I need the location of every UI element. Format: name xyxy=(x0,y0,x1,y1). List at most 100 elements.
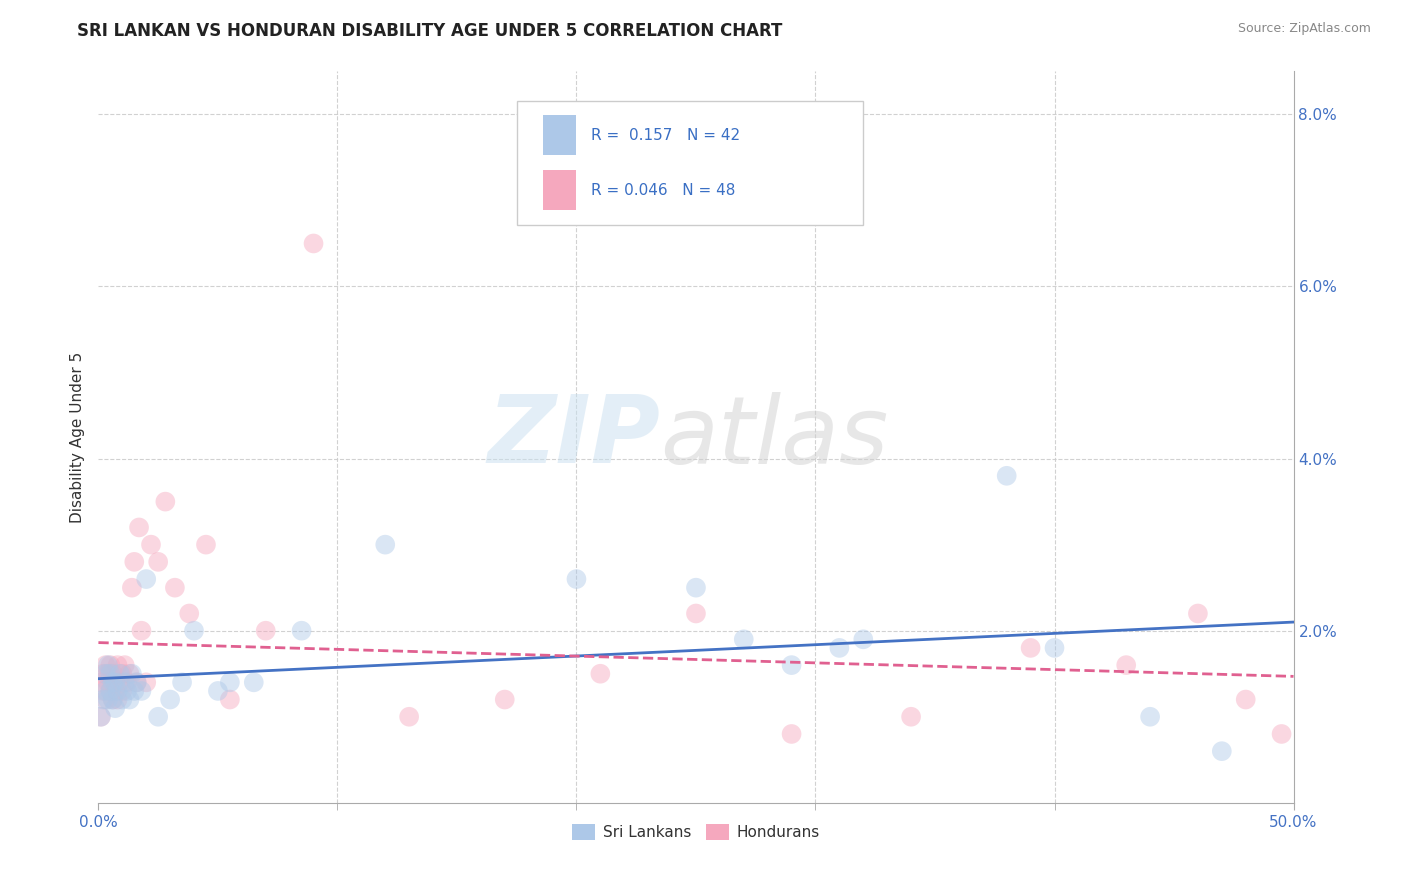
Point xyxy=(780,658,803,673)
Point xyxy=(1211,744,1233,758)
Point xyxy=(101,692,124,706)
Point xyxy=(104,675,127,690)
Point xyxy=(101,666,124,681)
Point xyxy=(94,666,117,681)
Point xyxy=(183,624,205,638)
Point xyxy=(565,572,588,586)
Point xyxy=(114,658,136,673)
Point xyxy=(108,666,131,681)
Legend: Sri Lankans, Hondurans: Sri Lankans, Hondurans xyxy=(565,818,827,847)
Point xyxy=(148,555,170,569)
Point xyxy=(398,710,420,724)
Point xyxy=(101,675,124,690)
Point xyxy=(135,675,157,690)
Point xyxy=(97,675,120,690)
Point xyxy=(104,675,127,690)
Point xyxy=(94,658,117,673)
Point xyxy=(1139,710,1161,724)
Point xyxy=(104,701,127,715)
Point xyxy=(374,538,396,552)
Point xyxy=(131,684,153,698)
Text: SRI LANKAN VS HONDURAN DISABILITY AGE UNDER 5 CORRELATION CHART: SRI LANKAN VS HONDURAN DISABILITY AGE UN… xyxy=(77,22,783,40)
Point xyxy=(1115,658,1137,673)
Point xyxy=(163,581,186,595)
Point xyxy=(179,607,201,621)
Point xyxy=(94,692,117,706)
Text: R =  0.157   N = 42: R = 0.157 N = 42 xyxy=(591,128,740,143)
Point xyxy=(291,624,314,638)
Point xyxy=(118,692,141,706)
Point xyxy=(98,684,122,698)
Point xyxy=(125,675,148,690)
Point xyxy=(494,692,516,706)
Point xyxy=(97,658,120,673)
Point xyxy=(733,632,755,647)
Point xyxy=(107,658,129,673)
Point xyxy=(828,640,851,655)
Point xyxy=(91,666,114,681)
Point xyxy=(1234,692,1257,706)
Point xyxy=(118,666,141,681)
Point xyxy=(125,675,148,690)
Point xyxy=(159,692,181,706)
Point xyxy=(148,710,170,724)
Point xyxy=(91,692,114,706)
Point xyxy=(207,684,229,698)
Point xyxy=(111,692,134,706)
Text: R = 0.046   N = 48: R = 0.046 N = 48 xyxy=(591,183,735,198)
Text: Source: ZipAtlas.com: Source: ZipAtlas.com xyxy=(1237,22,1371,36)
Point xyxy=(219,692,242,706)
Point xyxy=(124,555,146,569)
Point xyxy=(131,624,153,638)
Y-axis label: Disability Age Under 5: Disability Age Under 5 xyxy=(69,351,84,523)
Point xyxy=(97,666,120,681)
FancyBboxPatch shape xyxy=(543,115,576,155)
Point xyxy=(1043,640,1066,655)
Point xyxy=(121,581,143,595)
Point xyxy=(98,666,122,681)
Point xyxy=(91,684,114,698)
Point xyxy=(115,675,138,690)
Point xyxy=(685,581,707,595)
Point xyxy=(98,684,122,698)
Point xyxy=(121,666,143,681)
Point xyxy=(107,684,129,698)
Point xyxy=(128,520,150,534)
Point xyxy=(1187,607,1209,621)
Point xyxy=(172,675,194,690)
Point xyxy=(685,607,707,621)
Point xyxy=(108,675,131,690)
Point xyxy=(111,684,134,698)
Point xyxy=(94,684,117,698)
Point xyxy=(243,675,266,690)
Point xyxy=(111,666,134,681)
FancyBboxPatch shape xyxy=(543,170,576,211)
Point xyxy=(104,684,127,698)
Text: ZIP: ZIP xyxy=(488,391,661,483)
Point xyxy=(900,710,922,724)
Point xyxy=(124,684,146,698)
Point xyxy=(155,494,177,508)
Point xyxy=(852,632,875,647)
Point xyxy=(302,236,325,251)
Text: atlas: atlas xyxy=(661,392,889,483)
Point xyxy=(90,710,112,724)
Point xyxy=(780,727,803,741)
Point xyxy=(135,572,157,586)
Point xyxy=(114,675,136,690)
Point xyxy=(219,675,242,690)
FancyBboxPatch shape xyxy=(517,101,863,225)
Point xyxy=(195,538,218,552)
Point xyxy=(98,658,122,673)
Point xyxy=(101,692,124,706)
Point xyxy=(97,692,120,706)
Point xyxy=(1271,727,1294,741)
Point xyxy=(139,538,162,552)
Point xyxy=(90,675,112,690)
Point xyxy=(115,684,138,698)
Point xyxy=(90,710,112,724)
Point xyxy=(1019,640,1042,655)
Point xyxy=(589,666,612,681)
Point xyxy=(254,624,277,638)
Point xyxy=(995,468,1018,483)
